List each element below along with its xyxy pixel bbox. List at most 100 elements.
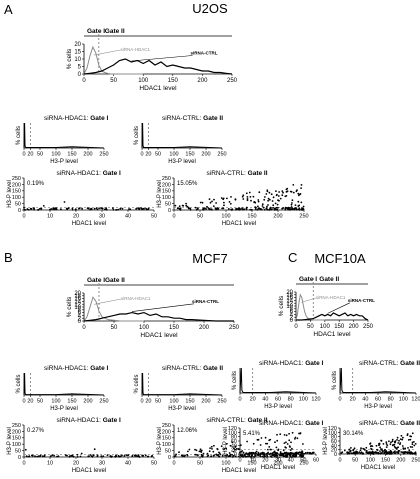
scatter-point <box>234 445 237 448</box>
subplot-title: siRNA-CTRL: Gate II <box>207 170 268 177</box>
scatter-point <box>40 207 43 210</box>
scatter-point <box>301 207 304 210</box>
x-tick-label: 0 <box>140 152 143 158</box>
scatter-point <box>53 207 55 210</box>
scatter-point <box>218 455 221 458</box>
x-tick-label: 50 <box>37 399 43 405</box>
scatter-point <box>389 443 392 446</box>
scatter-point <box>88 455 90 457</box>
scatter-point <box>181 204 184 207</box>
scatter-point <box>128 208 130 210</box>
scatter-point <box>300 201 303 204</box>
y-tick-label: 20 <box>331 448 337 454</box>
percentage-annotation: 0.19% <box>27 181 45 187</box>
x-tick-label: 150 <box>168 78 179 84</box>
x-tick-label: 40 <box>125 461 131 467</box>
scatter-point <box>404 447 407 450</box>
x-tick-label: 20 <box>145 399 151 405</box>
x-tick-label: 250 <box>217 399 226 405</box>
scatter-point <box>274 208 277 210</box>
scatter-point <box>23 206 25 209</box>
scatter-point <box>289 446 291 448</box>
series-label-ctrl: siRNA-CTRL <box>191 51 218 56</box>
scatter-point <box>255 452 257 455</box>
scatter-point <box>53 454 55 457</box>
scatter-point <box>114 455 116 458</box>
x-tick-label: 0 <box>238 458 241 464</box>
scatter-point <box>76 453 79 456</box>
scatter-point <box>228 452 231 454</box>
scatter-point <box>288 208 290 211</box>
scatter-point <box>413 444 416 447</box>
scatter-point <box>174 204 177 207</box>
x-tick-label: 50 <box>352 458 358 464</box>
scatter-point <box>269 455 272 458</box>
h3p-histogram: siRNA-CTRL: Gate II 0 20 50 100 150 200 250 H3-P… <box>134 365 227 412</box>
scatter-point <box>350 447 352 449</box>
h3p-histogram: siRNA-HDAC1: Gate I 0 20 50 100 150 200 250 H3-P… <box>16 365 109 412</box>
scatter-point <box>200 455 203 458</box>
scatter-point <box>137 454 140 457</box>
series-arrow-hdac1 <box>93 49 121 56</box>
y-tick-label: 150 <box>12 436 21 442</box>
scatter-point <box>291 202 293 204</box>
x-tick-label: 60 <box>275 397 281 403</box>
y-tick-label: 0 <box>18 455 21 461</box>
scatter-point <box>270 193 273 196</box>
scatter-point <box>271 200 274 202</box>
series-arrow-hdac1 <box>93 298 122 305</box>
scatter-point <box>381 449 383 452</box>
x-tick-label: 0 <box>82 325 86 331</box>
y-axis-label: % cells <box>16 126 22 145</box>
scatter-point <box>144 454 147 457</box>
scatter-point <box>269 208 272 211</box>
scatter-point <box>376 449 379 451</box>
scatter-point <box>200 453 203 456</box>
scatter-point <box>377 452 380 455</box>
scatter-point <box>173 455 176 458</box>
x-tick-label: 200 <box>83 399 92 405</box>
scatter-point <box>291 208 293 211</box>
scatter-point <box>147 455 150 458</box>
series-arrow-ctrl <box>131 303 195 312</box>
scatter-point <box>414 451 417 454</box>
scatter-point <box>229 444 232 447</box>
scatter-point <box>234 455 237 458</box>
scatter-point <box>253 455 255 458</box>
scatter-point <box>402 447 405 449</box>
scatter-point <box>362 452 364 455</box>
scatter-point <box>256 209 259 211</box>
scatter-point <box>301 209 304 211</box>
scatter-point <box>241 450 244 452</box>
scatter-point <box>413 452 415 455</box>
scatter-point <box>235 208 237 211</box>
scatter-point <box>281 190 284 193</box>
scatter-point <box>210 445 213 448</box>
x-tick-label: 200 <box>199 325 210 331</box>
scatter-point <box>60 208 62 211</box>
y-tick-label: 14 <box>74 300 81 306</box>
scatter-point <box>272 206 274 209</box>
x-tick-label: 200 <box>201 152 210 158</box>
scatter-point <box>370 448 373 451</box>
scatter-point <box>290 206 293 208</box>
scatter-point <box>249 196 252 198</box>
scatter-point <box>286 190 289 193</box>
x-tick-label: 80 <box>388 397 394 403</box>
scatter-point <box>201 201 204 204</box>
scatter-point <box>263 198 266 201</box>
x-tick-label: 100 <box>221 214 230 220</box>
x-tick-label: 60 <box>375 397 381 403</box>
scatter-point <box>199 201 202 204</box>
scatter-point <box>348 452 351 455</box>
x-axis-label: HDAC1 level <box>361 465 395 471</box>
y-tick-label: 100 <box>328 430 337 436</box>
y-tick-label: 100 <box>12 195 21 201</box>
scatter-point <box>276 203 279 206</box>
scatter-point <box>386 453 389 455</box>
scatter-point <box>207 207 210 209</box>
scatter-point <box>383 449 386 452</box>
scatter-point <box>255 206 257 209</box>
y-tick-label: 10 <box>286 304 293 310</box>
